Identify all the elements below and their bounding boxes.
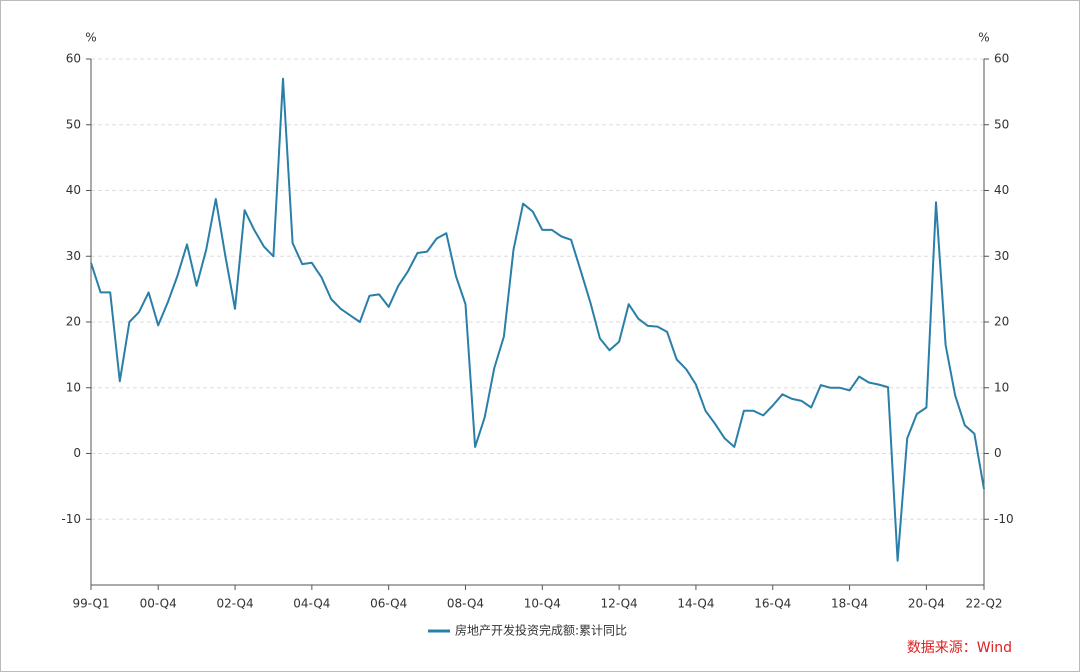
x-tick-label: 02-Q4: [216, 597, 253, 611]
source: 数据来源：Wind: [907, 640, 1012, 656]
y-tick-label: -10: [61, 512, 81, 526]
y2-tick-label: 20: [994, 315, 1009, 329]
y2-tick-label: -10: [994, 512, 1014, 526]
y2-tick-label: 60: [994, 52, 1009, 66]
y2-unit: %: [978, 31, 989, 45]
y-tick-label: 50: [66, 117, 81, 131]
x-tick-label: 14-Q4: [677, 597, 714, 611]
y2-tick-label: 50: [994, 117, 1009, 131]
x-tick-label: 00-Q4: [140, 597, 177, 611]
x-tick-label: 08-Q4: [447, 597, 484, 611]
x-tick-label: 22-Q2: [965, 597, 1002, 611]
y-tick-label: 40: [66, 183, 81, 197]
x-tick-label: 20-Q4: [908, 597, 945, 611]
x-tick-label: 04-Q4: [293, 597, 330, 611]
y-tick-label: 30: [66, 249, 81, 263]
x-tick-label: 06-Q4: [370, 597, 407, 611]
legend-label: 房地产开发投资完成额:累计同比: [455, 623, 627, 638]
y2-tick-label: 40: [994, 183, 1009, 197]
y-tick-label: 0: [73, 446, 81, 460]
y-tick-label: 10: [66, 380, 81, 394]
y2-tick-label: 10: [994, 380, 1009, 394]
y-tick-label: 60: [66, 52, 81, 66]
y-tick-label: 20: [66, 315, 81, 329]
x-tick-label: 16-Q4: [754, 597, 791, 611]
y2-tick-label: 30: [994, 249, 1009, 263]
x-tick-label: 12-Q4: [601, 597, 638, 611]
x-tick-label: 10-Q4: [524, 597, 561, 611]
x-tick-label: 99-Q1: [72, 597, 109, 611]
y-unit: %: [85, 31, 96, 45]
y2-tick-label: 0: [994, 446, 1002, 460]
x-tick-label: 18-Q4: [831, 597, 868, 611]
data-line: [90, 77, 985, 562]
